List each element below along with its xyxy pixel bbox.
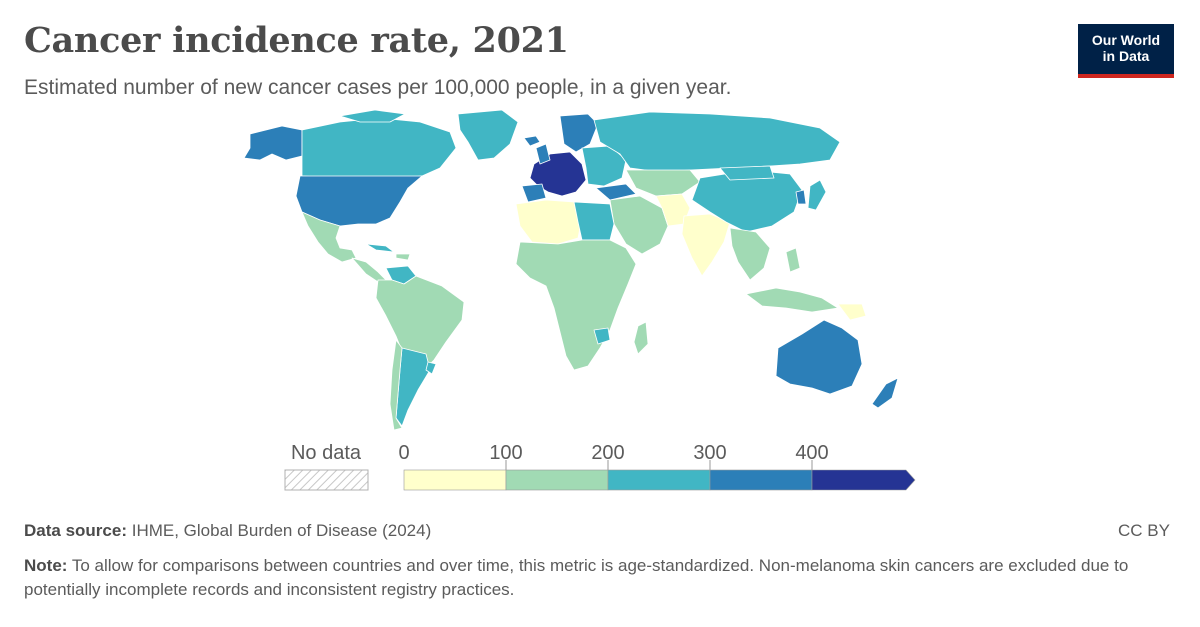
region-alaska[interactable] [243,125,303,161]
region-canada-arctic[interactable] [339,109,406,123]
logo-accent-bar [1078,74,1174,78]
data-source: Data source: IHME, Global Burden of Dise… [24,521,431,541]
legend-no-data-swatch [284,469,369,491]
owid-logo[interactable]: Our World in Data [1078,24,1174,78]
region-png[interactable] [837,303,867,321]
region-greenland[interactable] [457,109,519,161]
legend-scale: 0 100 200 300 400 [398,442,916,491]
region-russia[interactable] [593,111,841,173]
region-indonesia[interactable] [745,287,839,313]
region-middle-east[interactable] [609,195,669,255]
region-north-africa[interactable] [515,199,583,245]
region-turkey[interactable] [595,183,637,201]
region-philippines[interactable] [785,247,801,273]
legend-bin-4 [811,469,916,491]
region-central-america[interactable] [351,257,387,283]
region-new-zealand[interactable] [871,377,899,409]
region-central-asia[interactable] [625,169,701,197]
region-cuba[interactable] [365,243,395,253]
region-japan[interactable] [807,179,827,211]
region-zimbabwe[interactable] [593,327,611,345]
region-china[interactable] [691,169,803,233]
region-chile[interactable] [389,339,403,431]
legend-bin-3 [709,469,813,491]
footnote-label: Note: [24,556,68,575]
chart-subtitle: Estimated number of new cancer cases per… [24,76,732,99]
legend-tick-400: 400 [795,442,828,464]
logo-line-1: Our World [1091,32,1161,48]
region-madagascar[interactable] [633,321,649,355]
legend-bin-2 [607,469,711,491]
region-western-europe[interactable] [529,151,587,197]
region-scandinavia[interactable] [559,113,599,153]
region-iceland[interactable] [523,135,541,147]
region-usa[interactable] [295,175,423,227]
region-uk-ireland[interactable] [535,143,551,165]
legend-bin-1 [505,469,609,491]
region-hispaniola[interactable] [395,253,411,261]
legend-tick-200: 200 [591,442,624,464]
footnote: Note: To allow for comparisons between c… [24,554,1144,602]
region-canada[interactable] [301,117,457,179]
legend-tick-0: 0 [398,442,409,464]
region-iberia[interactable] [521,183,547,203]
legend-tick-100: 100 [489,442,522,464]
region-south-america[interactable] [375,275,465,371]
chart-title: Cancer incidence rate, 2021 [24,20,569,61]
region-mexico[interactable] [301,211,357,263]
region-australia[interactable] [775,319,863,395]
license-link[interactable]: CC BY [1118,521,1170,540]
data-source-label: Data source: [24,521,127,540]
region-southeast-asia[interactable] [729,227,771,281]
region-sub-saharan-africa[interactable] [515,239,637,371]
region-uruguay[interactable] [425,361,437,375]
region-mongolia[interactable] [719,165,775,181]
region-india[interactable] [681,213,731,277]
logo-line-2: in Data [1102,48,1150,64]
legend-no-data-label: No data [291,442,362,464]
data-source-text[interactable]: IHME, Global Burden of Disease (2024) [131,521,432,540]
footnote-text: To allow for comparisons between countri… [24,556,1129,599]
region-libya-egypt[interactable] [573,201,615,241]
world-map[interactable] [190,108,930,438]
legend-bin-0 [403,469,507,491]
legend-tick-300: 300 [693,442,726,464]
region-korea[interactable] [795,189,807,205]
